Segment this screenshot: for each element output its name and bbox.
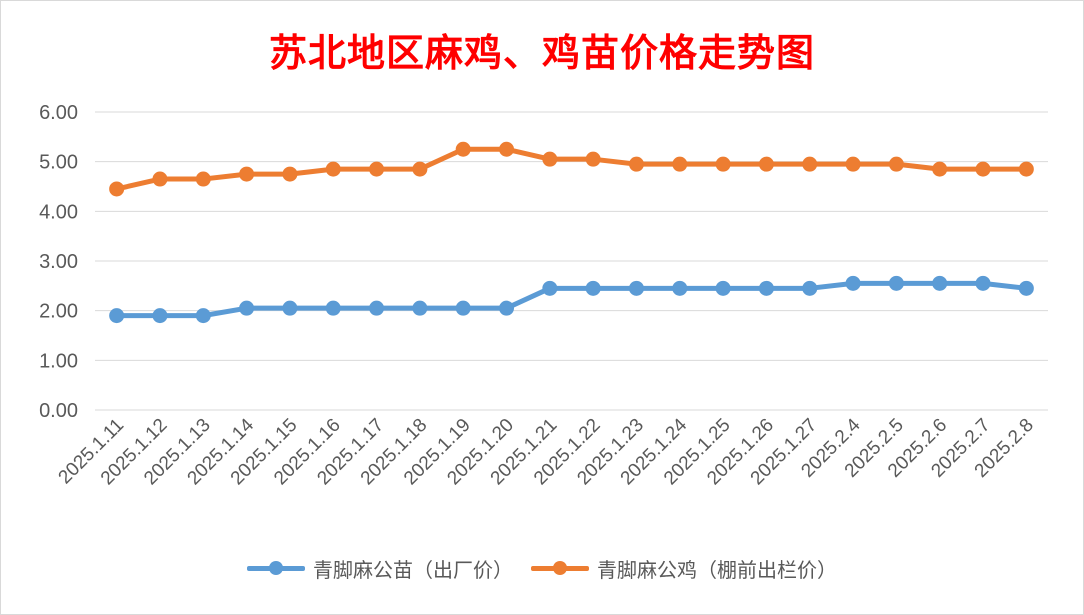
y-tick-label: 0.00 [39, 400, 78, 422]
series-line-1 [114, 146, 1029, 192]
data-point [109, 308, 125, 324]
data-point [499, 300, 515, 316]
data-point [672, 280, 688, 296]
legend: 青脚麻公苗（出厂价） 青脚麻公鸡（棚前出栏价） [0, 553, 1084, 583]
data-point [802, 280, 818, 296]
data-point [282, 166, 298, 182]
legend-dot-seedling [269, 561, 283, 575]
data-point [282, 300, 298, 316]
data-point [412, 300, 428, 316]
y-tick-label: 2.00 [39, 301, 78, 323]
data-point [369, 300, 385, 316]
data-point [975, 161, 991, 177]
data-point [845, 156, 861, 172]
series-lines [109, 141, 1034, 324]
data-point [239, 166, 255, 182]
legend-dot-rooster [553, 561, 567, 575]
data-point [152, 171, 168, 187]
data-point [585, 280, 601, 296]
data-point [195, 171, 211, 187]
data-point [628, 156, 644, 172]
data-point [758, 280, 774, 296]
series-line-0 [114, 280, 1029, 319]
data-point [672, 156, 688, 172]
series-1 [109, 141, 1034, 197]
data-point [845, 275, 861, 291]
y-tick-label: 3.00 [39, 251, 78, 273]
legend-item-seedling: 青脚麻公苗（出厂价） [247, 554, 513, 583]
data-point [109, 181, 125, 197]
data-point [325, 300, 341, 316]
legend-swatch-seedling [247, 558, 305, 578]
legend-item-rooster: 青脚麻公鸡（棚前出栏价） [531, 554, 837, 583]
data-point [325, 161, 341, 177]
y-tick-label: 5.00 [39, 152, 78, 174]
data-point [455, 300, 471, 316]
y-axis-tick-labels: 0.00 1.00 2.00 3.00 4.00 5.00 6.00 [39, 102, 78, 422]
data-point [715, 280, 731, 296]
data-point [455, 141, 471, 157]
y-tick-label: 6.00 [39, 102, 78, 124]
data-point [932, 275, 948, 291]
data-point [1018, 280, 1034, 296]
data-point [888, 275, 904, 291]
legend-label-seedling: 青脚麻公苗（出厂价） [313, 557, 513, 582]
data-point [499, 141, 515, 157]
data-point [239, 300, 255, 316]
data-point [585, 151, 601, 167]
legend-label-rooster: 青脚麻公鸡（棚前出栏价） [597, 557, 837, 582]
data-point [758, 156, 774, 172]
data-point [542, 151, 558, 167]
data-point [888, 156, 904, 172]
series-0 [109, 275, 1034, 324]
data-point [715, 156, 731, 172]
data-point [369, 161, 385, 177]
data-point [195, 308, 211, 324]
data-point [932, 161, 948, 177]
data-point [412, 161, 428, 177]
data-point [1018, 161, 1034, 177]
data-point [542, 280, 558, 296]
x-axis-tick-labels: 2025.1.112025.1.122025.1.132025.1.142025… [55, 414, 1038, 489]
data-point [975, 275, 991, 291]
data-point [628, 280, 644, 296]
data-point [802, 156, 818, 172]
y-tick-label: 4.00 [39, 201, 78, 223]
y-tick-label: 1.00 [39, 350, 78, 372]
legend-swatch-rooster [531, 558, 589, 578]
data-point [152, 308, 168, 324]
chart-title: 苏北地区麻鸡、鸡苗价格走势图 [268, 30, 815, 75]
